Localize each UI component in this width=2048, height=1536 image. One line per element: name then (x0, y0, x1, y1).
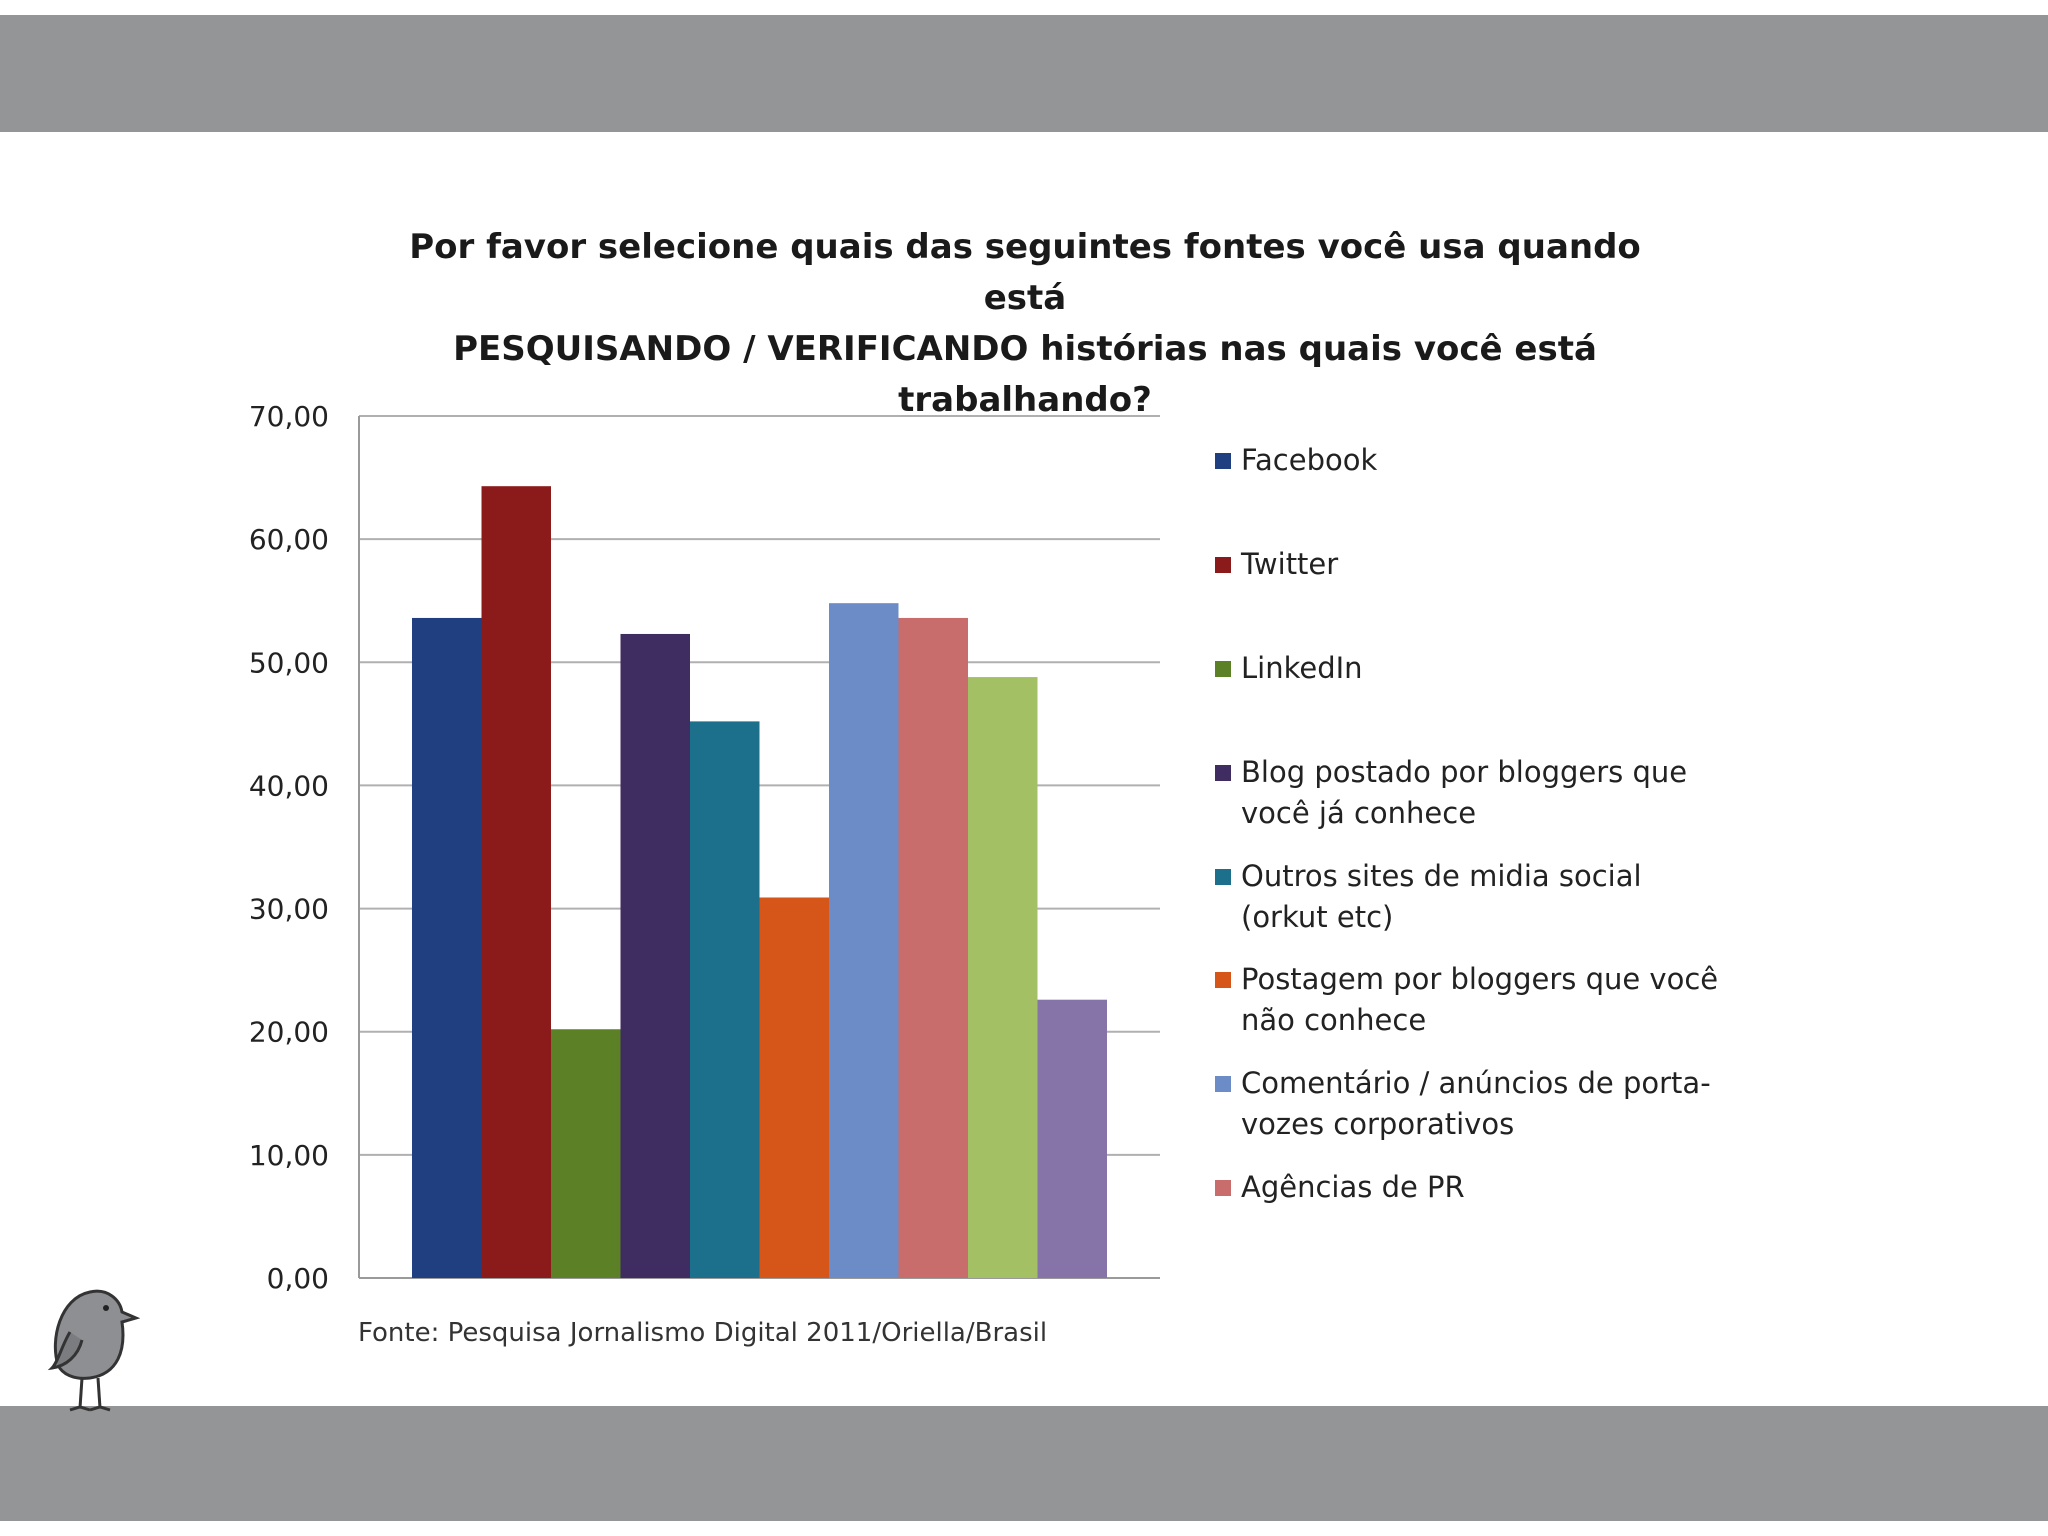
legend-swatch (1215, 972, 1231, 988)
legend-label-line-2: vozes corporativos (1241, 1107, 1515, 1141)
source-note: Fonte: Pesquisa Jornalismo Digital 2011/… (358, 1318, 1048, 1348)
legend-label-line-1: Comentário / anúncios de porta- (1241, 1066, 1711, 1100)
bar-9 (968, 677, 1038, 1278)
bar-2 (481, 486, 551, 1279)
y-tick-label: 30,00 (249, 893, 329, 926)
chart-title: Por favor selecione quais das seguintes … (400, 222, 1650, 426)
legend-swatch (1215, 869, 1231, 885)
bar-8 (898, 617, 968, 1278)
bar-10 (1037, 999, 1107, 1278)
bar-7 (829, 603, 899, 1278)
y-tick-label: 60,00 (249, 523, 329, 556)
bar-3 (551, 1029, 621, 1278)
chart-title-line-1: Por favor selecione quais das seguintes … (409, 227, 1641, 318)
legend-swatch (1215, 453, 1231, 469)
legend-label-line-2: não conhece (1241, 1003, 1427, 1037)
chart-title-line-2: PESQUISANDO / VERIFICANDO histórias nas … (453, 329, 1597, 369)
legend-label-line-1: Postagem por bloggers que você (1241, 962, 1719, 996)
legend-swatch (1215, 1076, 1231, 1092)
legend-label-line-2: (orkut etc) (1241, 900, 1394, 934)
y-tick-label: 10,00 (249, 1139, 329, 1172)
bar-6 (759, 897, 829, 1278)
bottom-band (0, 1406, 2048, 1521)
y-tick-label: 50,00 (249, 646, 329, 679)
legend-swatch (1215, 557, 1231, 573)
top-band (0, 15, 2048, 132)
legend-label: Twitter (1241, 547, 1339, 581)
y-tick-label: 40,00 (249, 769, 329, 802)
legend-label: LinkedIn (1241, 651, 1363, 685)
legend-swatch (1215, 661, 1231, 677)
bar-1 (412, 617, 482, 1278)
bird-icon (40, 1270, 141, 1424)
legend-swatch (1215, 765, 1231, 781)
y-tick-label: 20,00 (249, 1016, 329, 1049)
bar-5 (690, 721, 760, 1278)
chart-title-line-3: trabalhando? (898, 380, 1152, 420)
y-tick-label: 0,00 (267, 1262, 329, 1295)
legend-label-line-1: Outros sites de midia social (1241, 859, 1642, 893)
legend-label: Agências de PR (1241, 1170, 1465, 1204)
legend-label: Facebook (1241, 443, 1378, 477)
bar-4 (620, 633, 690, 1278)
legend-label-line-1: Blog postado por bloggers que (1241, 755, 1688, 789)
y-tick-label: 70,00 (249, 400, 329, 433)
legend-label-line-2: você já conhece (1241, 796, 1477, 830)
legend-swatch (1215, 1180, 1231, 1196)
